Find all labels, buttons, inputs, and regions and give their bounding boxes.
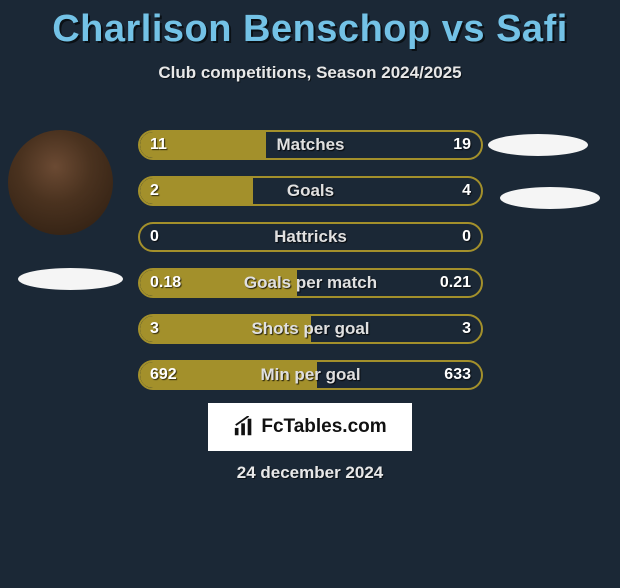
stat-value-right: 0 xyxy=(462,228,471,246)
chart-icon xyxy=(233,416,255,438)
subtitle: Club competitions, Season 2024/2025 xyxy=(0,63,620,83)
stat-value-right: 0.21 xyxy=(440,274,471,292)
stat-row: 3Shots per goal3 xyxy=(138,314,483,344)
date-text: 24 december 2024 xyxy=(0,463,620,483)
player-left-photo xyxy=(8,130,113,235)
branding-text: FcTables.com xyxy=(261,416,386,438)
stat-label: Goals per match xyxy=(140,273,481,293)
stat-value-right: 4 xyxy=(462,182,471,200)
player-left-name-disc xyxy=(18,268,123,290)
player-right-name-disc xyxy=(488,134,588,156)
stat-label: Shots per goal xyxy=(140,319,481,339)
stat-row: 0.18Goals per match0.21 xyxy=(138,268,483,298)
stat-label: Min per goal xyxy=(140,365,481,385)
stat-value-right: 633 xyxy=(444,366,471,384)
stat-label: Matches xyxy=(140,135,481,155)
player-right-extra-disc xyxy=(500,187,600,209)
stat-value-right: 3 xyxy=(462,320,471,338)
stat-row: 11Matches19 xyxy=(138,130,483,160)
stat-value-right: 19 xyxy=(453,136,471,154)
stat-row: 0Hattricks0 xyxy=(138,222,483,252)
stat-row: 2Goals4 xyxy=(138,176,483,206)
stat-bars-container: 11Matches19 2Goals4 0Hattricks0 0.18Goals p… xyxy=(138,130,483,406)
stat-label: Goals xyxy=(140,181,481,201)
stat-row: 692Min per goal633 xyxy=(138,360,483,390)
branding-badge: FcTables.com xyxy=(208,403,412,451)
stat-label: Hattricks xyxy=(140,227,481,247)
page-title: Charlison Benschop vs Safi xyxy=(0,8,620,51)
